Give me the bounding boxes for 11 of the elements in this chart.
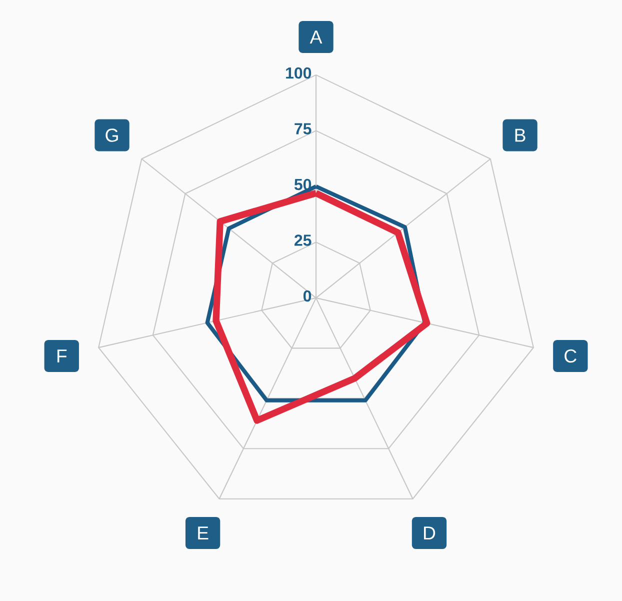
- spoke-label: C: [564, 349, 576, 363]
- y-tick-label: 0: [303, 290, 312, 302]
- spoke-label: A: [310, 30, 322, 44]
- spoke-label: E: [198, 526, 208, 540]
- spoke-label: F: [57, 350, 67, 362]
- y-tick-label: 25: [294, 234, 312, 246]
- y-tick-label: 100: [286, 67, 312, 79]
- spoke-label: D: [424, 526, 436, 540]
- spoke-label: G: [106, 128, 118, 142]
- spoke-label: B: [515, 128, 526, 142]
- y-tick-label: 75: [294, 123, 312, 134]
